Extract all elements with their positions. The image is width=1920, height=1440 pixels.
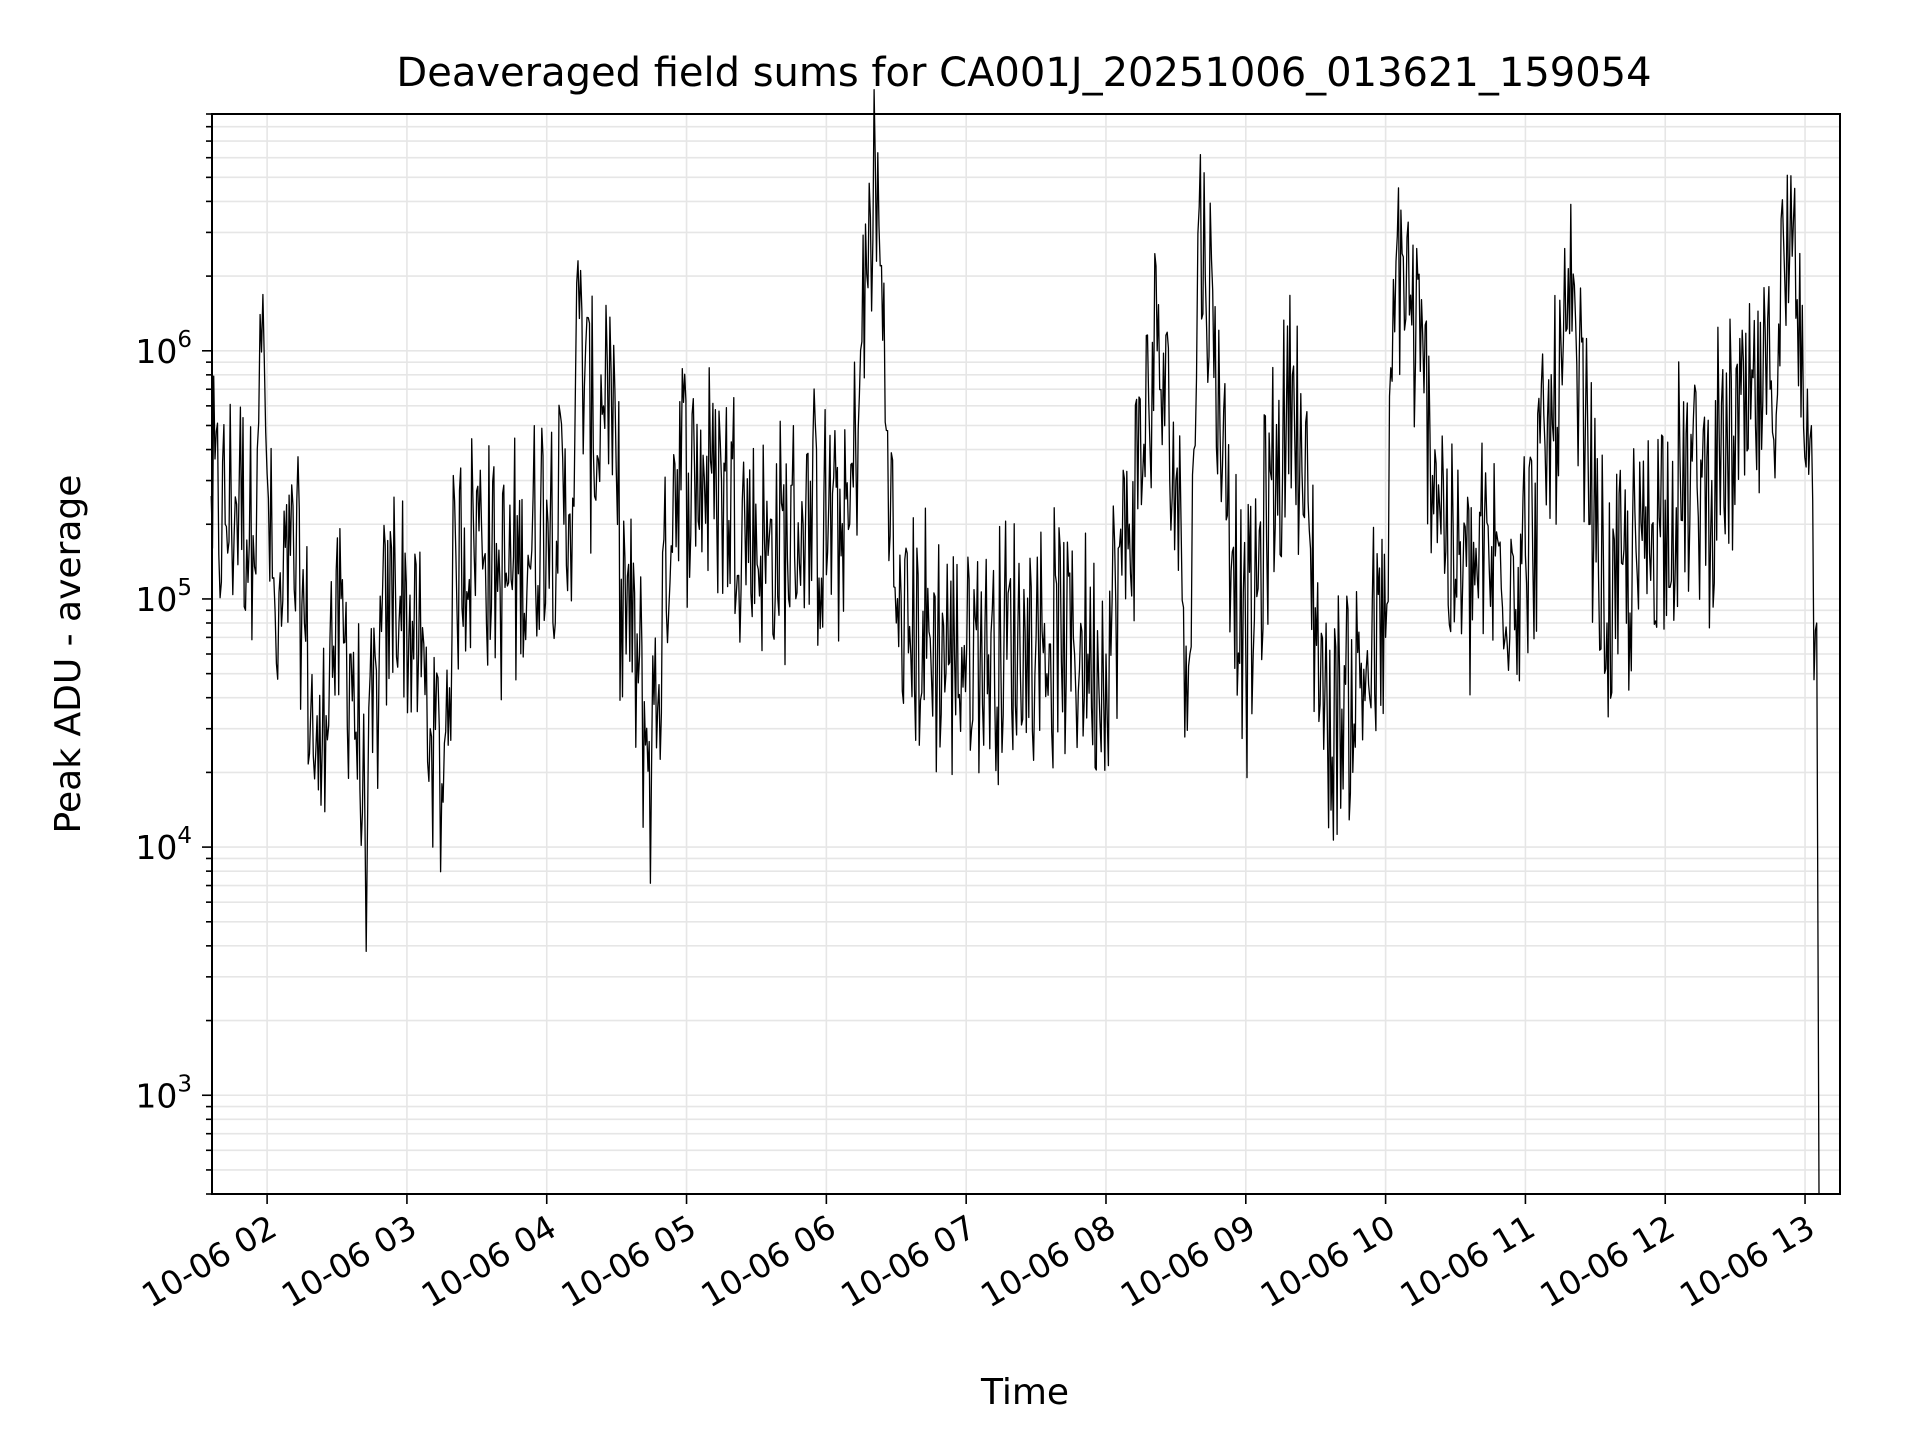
chart-title: Deaveraged field sums for CA001J_2025100… xyxy=(396,50,1651,96)
grid xyxy=(212,113,1840,1195)
y-tick-label: 104 xyxy=(135,823,192,867)
y-axis-label: Peak ADU - average xyxy=(48,475,89,834)
x-tick-label: 10-06 08 xyxy=(974,1207,1122,1315)
x-tick-label: 10-06 07 xyxy=(834,1207,982,1315)
x-tick-label: 10-06 11 xyxy=(1393,1207,1541,1315)
x-tick-label: 10-06 04 xyxy=(415,1207,563,1315)
x-tick-label: 10-06 03 xyxy=(275,1207,423,1315)
x-tick-label: 10-06 09 xyxy=(1114,1207,1262,1315)
x-tick-label: 10-06 05 xyxy=(555,1207,703,1315)
y-tick-label: 106 xyxy=(135,327,192,371)
x-tick-label: 10-06 10 xyxy=(1254,1207,1402,1315)
x-tick-label: 10-06 06 xyxy=(694,1207,842,1315)
y-tick-label: 105 xyxy=(135,575,192,619)
y-ticks: 103 104 105 106 xyxy=(135,113,212,1195)
x-axis-label: Time xyxy=(980,1372,1069,1413)
y-tick-label: 103 xyxy=(135,1071,192,1115)
series-line xyxy=(210,89,1820,1195)
x-tick-label: 10-06 12 xyxy=(1533,1207,1681,1315)
plot-frame xyxy=(211,113,1841,1195)
x-tick-label: 10-06 13 xyxy=(1673,1207,1821,1315)
x-tick-label: 10-06 02 xyxy=(135,1207,283,1315)
